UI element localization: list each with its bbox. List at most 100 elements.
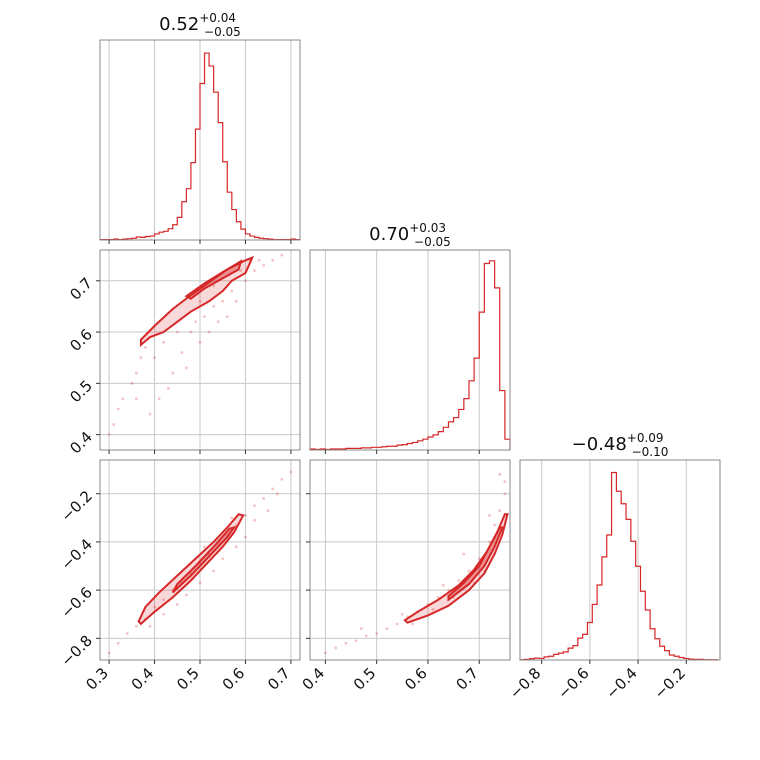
scatter-point bbox=[130, 381, 134, 385]
x-tick-label: 0.7 bbox=[452, 664, 482, 694]
scatter-point bbox=[262, 263, 266, 267]
x-tick-label: −0.6 bbox=[554, 664, 592, 702]
title-3-minus: −0.10 bbox=[632, 445, 669, 459]
scatter-point bbox=[162, 598, 166, 602]
scatter-point bbox=[139, 356, 143, 360]
scatter-point bbox=[112, 422, 116, 426]
scatter-point bbox=[257, 258, 261, 262]
histogram-panel-3 bbox=[519, 459, 721, 664]
title-2-minus: −0.05 bbox=[414, 235, 451, 249]
scatter-point bbox=[498, 473, 502, 476]
scatter-point bbox=[107, 433, 111, 437]
scatter-point bbox=[234, 299, 238, 303]
title-3-plus: +0.09 bbox=[627, 431, 664, 445]
scatter-point bbox=[198, 340, 202, 344]
scatter-point bbox=[157, 397, 161, 401]
scatter-point bbox=[121, 397, 125, 401]
scatter-point bbox=[134, 397, 138, 401]
y-tick-label: −0.2 bbox=[58, 487, 96, 525]
scatter-point bbox=[488, 540, 491, 544]
title-2-plus: +0.03 bbox=[409, 221, 446, 235]
x-tick-label: 0.6 bbox=[401, 664, 431, 694]
scatter-panel-r2-c1 bbox=[306, 459, 511, 664]
scatter-point bbox=[212, 569, 216, 573]
contour-inner bbox=[184, 259, 243, 300]
scatter-point bbox=[171, 371, 175, 375]
scatter-point bbox=[134, 371, 138, 375]
contour-outer bbox=[403, 513, 509, 624]
title-3-median: −0.48 bbox=[572, 434, 627, 455]
scatter-point bbox=[375, 632, 379, 635]
scatter-point bbox=[462, 552, 466, 556]
scatter-panel-r1-c0 bbox=[96, 249, 301, 454]
scatter-point bbox=[116, 407, 120, 411]
scatter-point bbox=[189, 330, 193, 334]
scatter-point bbox=[344, 641, 348, 645]
x-tick-label: −0.4 bbox=[602, 664, 640, 702]
x-tick-label: 0.5 bbox=[173, 664, 203, 694]
title-1-minus: −0.05 bbox=[204, 25, 241, 39]
scatter-point bbox=[148, 624, 152, 628]
scatter-point bbox=[194, 320, 197, 324]
scatter-point bbox=[166, 387, 170, 390]
scatter-point bbox=[116, 641, 120, 645]
scatter-point bbox=[212, 284, 216, 288]
scatter-point bbox=[271, 487, 275, 491]
y-tick-label: −0.6 bbox=[58, 583, 96, 621]
scatter-point bbox=[262, 497, 266, 500]
panel-frame bbox=[309, 249, 511, 451]
contour-inner bbox=[447, 526, 504, 602]
scatter-point bbox=[244, 535, 247, 539]
x-tick-label: 0.7 bbox=[264, 664, 294, 694]
scatter-point bbox=[216, 320, 220, 324]
scatter-point bbox=[203, 315, 206, 319]
scatter-point bbox=[395, 622, 399, 626]
scatter-panel-r2-c0 bbox=[96, 459, 301, 664]
scatter-point bbox=[153, 356, 156, 360]
scatter-point bbox=[212, 305, 216, 308]
scatter-point bbox=[365, 634, 368, 638]
scatter-point bbox=[234, 545, 238, 549]
scatter-point bbox=[411, 622, 414, 626]
scatter-point bbox=[467, 569, 471, 573]
scatter-point bbox=[107, 651, 111, 655]
scatter-point bbox=[203, 545, 206, 549]
scatter-point bbox=[148, 412, 152, 416]
title-1-median: 0.52 bbox=[159, 14, 199, 35]
scatter-point bbox=[198, 299, 202, 303]
scatter-point bbox=[134, 624, 138, 628]
scatter-point bbox=[221, 299, 225, 303]
x-tick-label: 0.4 bbox=[299, 664, 329, 694]
scatter-point bbox=[271, 258, 275, 262]
y-tick-label: 0.6 bbox=[66, 325, 96, 355]
panel-title-3: −0.48+0.09 −0.10 bbox=[572, 431, 669, 459]
scatter-point bbox=[230, 289, 234, 293]
y-tick-label: 0.5 bbox=[66, 377, 96, 407]
scatter-point bbox=[153, 605, 156, 609]
scatter-point bbox=[239, 269, 243, 272]
scatter-point bbox=[184, 593, 188, 597]
histogram-step-line bbox=[309, 260, 511, 451]
contour-inner bbox=[171, 525, 237, 594]
scatter-point bbox=[184, 366, 188, 370]
x-tick-label: 0.4 bbox=[128, 664, 158, 694]
scatter-point bbox=[175, 603, 179, 606]
scatter-point bbox=[266, 509, 270, 513]
histogram-panel-2 bbox=[309, 249, 511, 454]
title-1-plus: +0.04 bbox=[199, 11, 236, 25]
scatter-point bbox=[400, 612, 404, 616]
scatter-point bbox=[441, 583, 445, 587]
scatter-point bbox=[180, 351, 184, 354]
y-tick-label: 0.7 bbox=[66, 274, 96, 304]
scatter-point bbox=[334, 646, 338, 650]
scatter-point bbox=[144, 346, 147, 349]
scatter-point bbox=[477, 557, 481, 561]
panel-frame bbox=[519, 459, 721, 661]
scatter-point bbox=[498, 509, 502, 513]
panels-layer bbox=[96, 39, 721, 664]
x-tick-label: 0.6 bbox=[219, 664, 249, 694]
panel-title-1: 0.52+0.04 −0.05 bbox=[159, 11, 241, 39]
scatter-point bbox=[354, 639, 358, 643]
histogram-step-line bbox=[99, 52, 301, 241]
